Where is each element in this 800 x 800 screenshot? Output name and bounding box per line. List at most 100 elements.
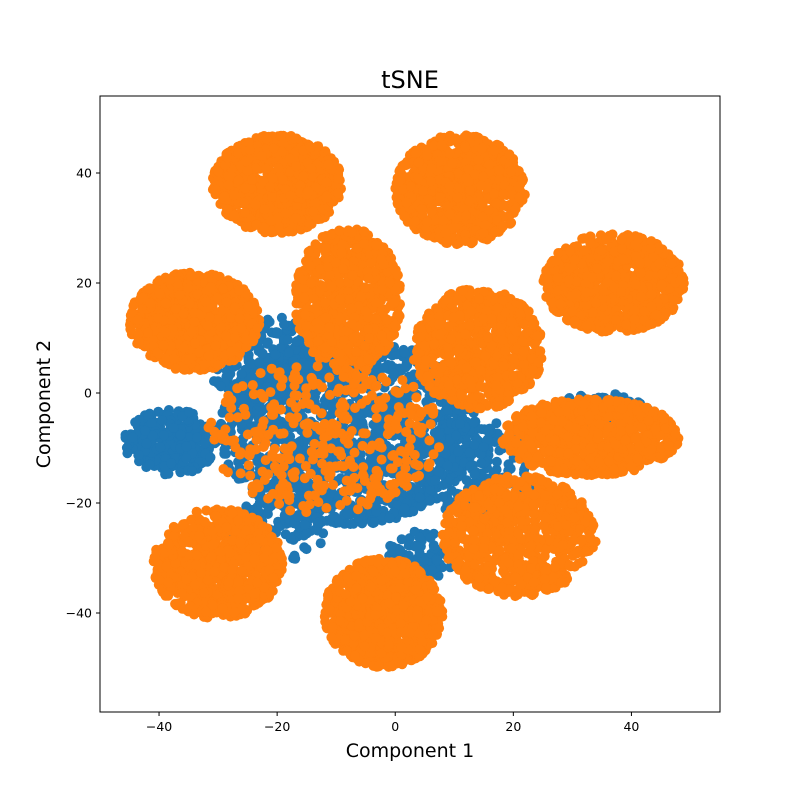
data-point (447, 158, 458, 169)
data-point (147, 430, 158, 441)
data-point (408, 506, 419, 517)
data-point (629, 314, 640, 325)
data-point (273, 163, 284, 174)
data-point (434, 192, 445, 203)
data-point (478, 171, 489, 182)
data-point (289, 550, 300, 561)
data-point (378, 362, 389, 373)
data-point (293, 511, 304, 522)
data-point (616, 287, 626, 297)
data-point (242, 165, 253, 176)
data-point (315, 538, 326, 549)
data-point (384, 512, 395, 523)
data-point (483, 426, 494, 437)
data-point (451, 430, 461, 441)
data-point (320, 193, 331, 204)
data-point (256, 348, 267, 359)
data-point (440, 228, 451, 239)
data-point (567, 306, 578, 317)
data-point (342, 509, 353, 519)
data-point (222, 152, 233, 163)
data-point (396, 534, 407, 545)
data-point (657, 269, 668, 280)
series-1 (125, 130, 689, 672)
data-point (570, 288, 581, 299)
data-point (299, 519, 310, 530)
data-point (192, 432, 202, 443)
data-point (436, 140, 447, 151)
data-point (432, 555, 443, 566)
data-point (369, 517, 380, 528)
data-point (440, 448, 451, 459)
data-point (668, 295, 679, 306)
data-point (634, 257, 645, 268)
data-point (387, 545, 398, 556)
data-point (291, 161, 301, 172)
data-point (400, 362, 411, 373)
data-point (498, 189, 509, 199)
data-point (290, 213, 301, 224)
data-point (399, 503, 410, 514)
data-point (455, 418, 465, 429)
data-point (392, 199, 403, 210)
data-point (460, 236, 471, 246)
data-point (482, 434, 493, 445)
data-point (629, 305, 640, 316)
data-point (144, 459, 155, 470)
data-point (504, 149, 515, 160)
data-point (476, 458, 487, 469)
data-point (262, 337, 273, 348)
data-points (120, 130, 689, 672)
data-point (302, 360, 313, 371)
data-point (303, 186, 314, 197)
data-point (517, 174, 527, 185)
data-point (463, 176, 474, 187)
data-point (236, 435, 247, 446)
data-point (461, 210, 471, 221)
data-point (423, 194, 434, 205)
data-point (553, 248, 564, 258)
data-point (478, 228, 489, 239)
data-point (421, 150, 432, 161)
data-point (181, 453, 192, 464)
data-point (399, 347, 410, 358)
data-point (422, 216, 433, 227)
data-point (514, 192, 524, 203)
data-point (239, 197, 250, 208)
data-point (394, 166, 405, 177)
data-point (442, 405, 453, 415)
data-point (254, 357, 265, 368)
data-point (425, 495, 436, 506)
data-point (308, 206, 319, 217)
data-point (166, 458, 177, 469)
data-point (469, 439, 480, 450)
data-point (405, 181, 416, 192)
data-point (253, 506, 264, 517)
data-point (334, 517, 345, 528)
data-point (285, 190, 296, 201)
data-point (461, 475, 472, 486)
data-point (233, 175, 244, 186)
data-point (127, 432, 138, 443)
data-point (168, 422, 179, 433)
data-point (283, 347, 294, 358)
data-point (200, 438, 211, 449)
data-point (327, 402, 338, 413)
data-point (345, 519, 356, 529)
data-point (580, 287, 591, 298)
data-point (438, 215, 449, 226)
data-point (656, 279, 667, 290)
data-point (288, 133, 299, 144)
data-point (450, 133, 461, 144)
data-point (267, 192, 277, 203)
data-point (414, 532, 425, 543)
data-point (184, 407, 195, 418)
data-point (301, 528, 312, 539)
data-point (210, 184, 221, 195)
data-point (491, 456, 502, 467)
data-point (617, 254, 628, 265)
data-point (645, 319, 656, 330)
data-point (491, 418, 502, 429)
data-point (146, 418, 157, 428)
data-point (476, 143, 487, 154)
